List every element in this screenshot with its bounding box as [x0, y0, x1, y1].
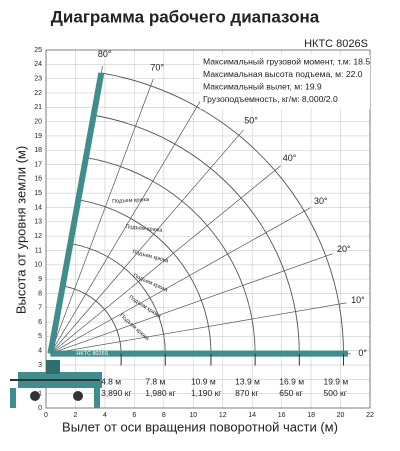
y-axis-label: Высота от уровня земли (м) — [13, 146, 28, 314]
y-tick-label: 7 — [38, 305, 42, 312]
angle-label: 70° — [150, 63, 164, 73]
y-tick-label: 3 — [38, 362, 42, 369]
x-tick-label: 18 — [307, 412, 315, 419]
y-tick-label: 1 — [38, 391, 42, 398]
hook-label: Подъем крюка — [112, 197, 150, 205]
angle-ray — [50, 129, 244, 354]
x-tick-label: 14 — [248, 412, 256, 419]
load-label: 870 кг — [235, 388, 258, 398]
radius-label: 19.9 м — [323, 376, 348, 386]
y-tick-label: 20 — [34, 118, 42, 125]
boom-model-label: НКТС 8026S — [76, 351, 108, 357]
x-tick-label: 0 — [44, 412, 48, 419]
x-tick-label: 16 — [278, 412, 286, 419]
angle-label: 20° — [337, 244, 351, 254]
hook-label: Подъем крюка — [125, 224, 163, 234]
x-tick-label: 22 — [366, 412, 374, 419]
y-tick-label: 11 — [35, 247, 42, 254]
y-tick-label: 8 — [38, 290, 42, 297]
model: НКТС 8026S — [304, 38, 368, 50]
outrigger — [94, 388, 100, 408]
radius-label: 16.9 м — [279, 376, 304, 386]
angle-label: 40° — [283, 153, 297, 163]
chart-title: Диаграмма рабочего диапазона — [51, 7, 320, 26]
y-tick-label: 5 — [38, 333, 42, 340]
y-tick-label: 14 — [34, 204, 42, 211]
foreground: НКТС 8026S 4.8 м 3,890 кг 7.8 м 1,980 кг 10.9… — [47, 72, 348, 398]
radius-label: 4.8 м — [101, 376, 121, 386]
y-tick-label: 19 — [34, 133, 42, 140]
load-label: 650 кг — [279, 388, 302, 398]
y-tick-label: 17 — [34, 161, 42, 168]
outrigger — [10, 388, 16, 408]
truck — [10, 360, 102, 408]
y-tick-label: 16 — [34, 176, 42, 183]
load-label: 500 кг — [323, 388, 346, 398]
angle-label: 10° — [351, 295, 365, 305]
x-tick-label: 10 — [189, 412, 197, 419]
y-tick-label: 10 — [34, 262, 42, 269]
y-tick-label: 12 — [34, 233, 42, 240]
wheel — [30, 391, 40, 401]
angle-label: 50° — [244, 115, 258, 125]
angle-label: 30° — [314, 196, 328, 206]
angle-ray — [50, 78, 154, 354]
radius-label: 13.9 м — [235, 376, 260, 386]
spec-line: Максимальный грузовой момент, т.м: 18.5 — [203, 56, 370, 66]
x-tick-label: 8 — [162, 412, 166, 419]
radius-label: 10.9 м — [191, 376, 216, 386]
radius-label: 7.8 м — [145, 376, 165, 386]
y-tick-label: 9 — [38, 276, 42, 283]
load-label: 3,890 кг — [101, 388, 131, 398]
wheel — [73, 391, 83, 401]
y-tick-label: 22 — [34, 90, 42, 97]
y-tick-label: 25 — [34, 47, 42, 54]
y-tick-label: 24 — [34, 61, 42, 68]
y-tick-label: 21 — [34, 104, 42, 111]
angle-ray — [50, 100, 201, 354]
angle-ray — [50, 253, 333, 354]
load-label: 1,190 кг — [191, 388, 221, 398]
angle-ray — [50, 302, 347, 354]
plot-frame — [45, 49, 371, 409]
x-tick-label: 4 — [103, 412, 107, 419]
y-tick-label: 13 — [34, 219, 42, 226]
spec-line: Максимальная высота подъема, м: 22.0 — [203, 69, 363, 79]
x-tick-label: 20 — [337, 412, 345, 419]
specs-box — [200, 55, 370, 109]
boom-raised — [47, 72, 105, 355]
y-tick-label: 15 — [34, 190, 42, 197]
load-label: 1,980 кг — [145, 388, 175, 398]
x-axis-label: Вылет от оси вращения поворотной части (… — [62, 419, 338, 434]
angle-label: 80° — [98, 49, 112, 59]
y-tick-label: 0 — [38, 405, 42, 412]
angle-ray — [50, 165, 281, 354]
y-tick-label: 6 — [38, 319, 42, 326]
crane-column — [46, 360, 60, 374]
y-tick-label: 23 — [34, 75, 42, 82]
y-tick-label: 18 — [34, 147, 42, 154]
spec-line: Максимальный вылет, м: 19.9 — [203, 81, 322, 91]
x-tick-label: 2 — [74, 412, 78, 419]
y-tick-label: 4 — [38, 348, 42, 355]
angle-ray — [50, 207, 311, 354]
x-tick-label: 6 — [132, 412, 136, 419]
spec-line: Грузоподъемность, кг/м: 8,000/2.0 — [203, 94, 338, 104]
x-tick-label: 12 — [219, 412, 227, 419]
angle-label: 0° — [358, 348, 367, 358]
